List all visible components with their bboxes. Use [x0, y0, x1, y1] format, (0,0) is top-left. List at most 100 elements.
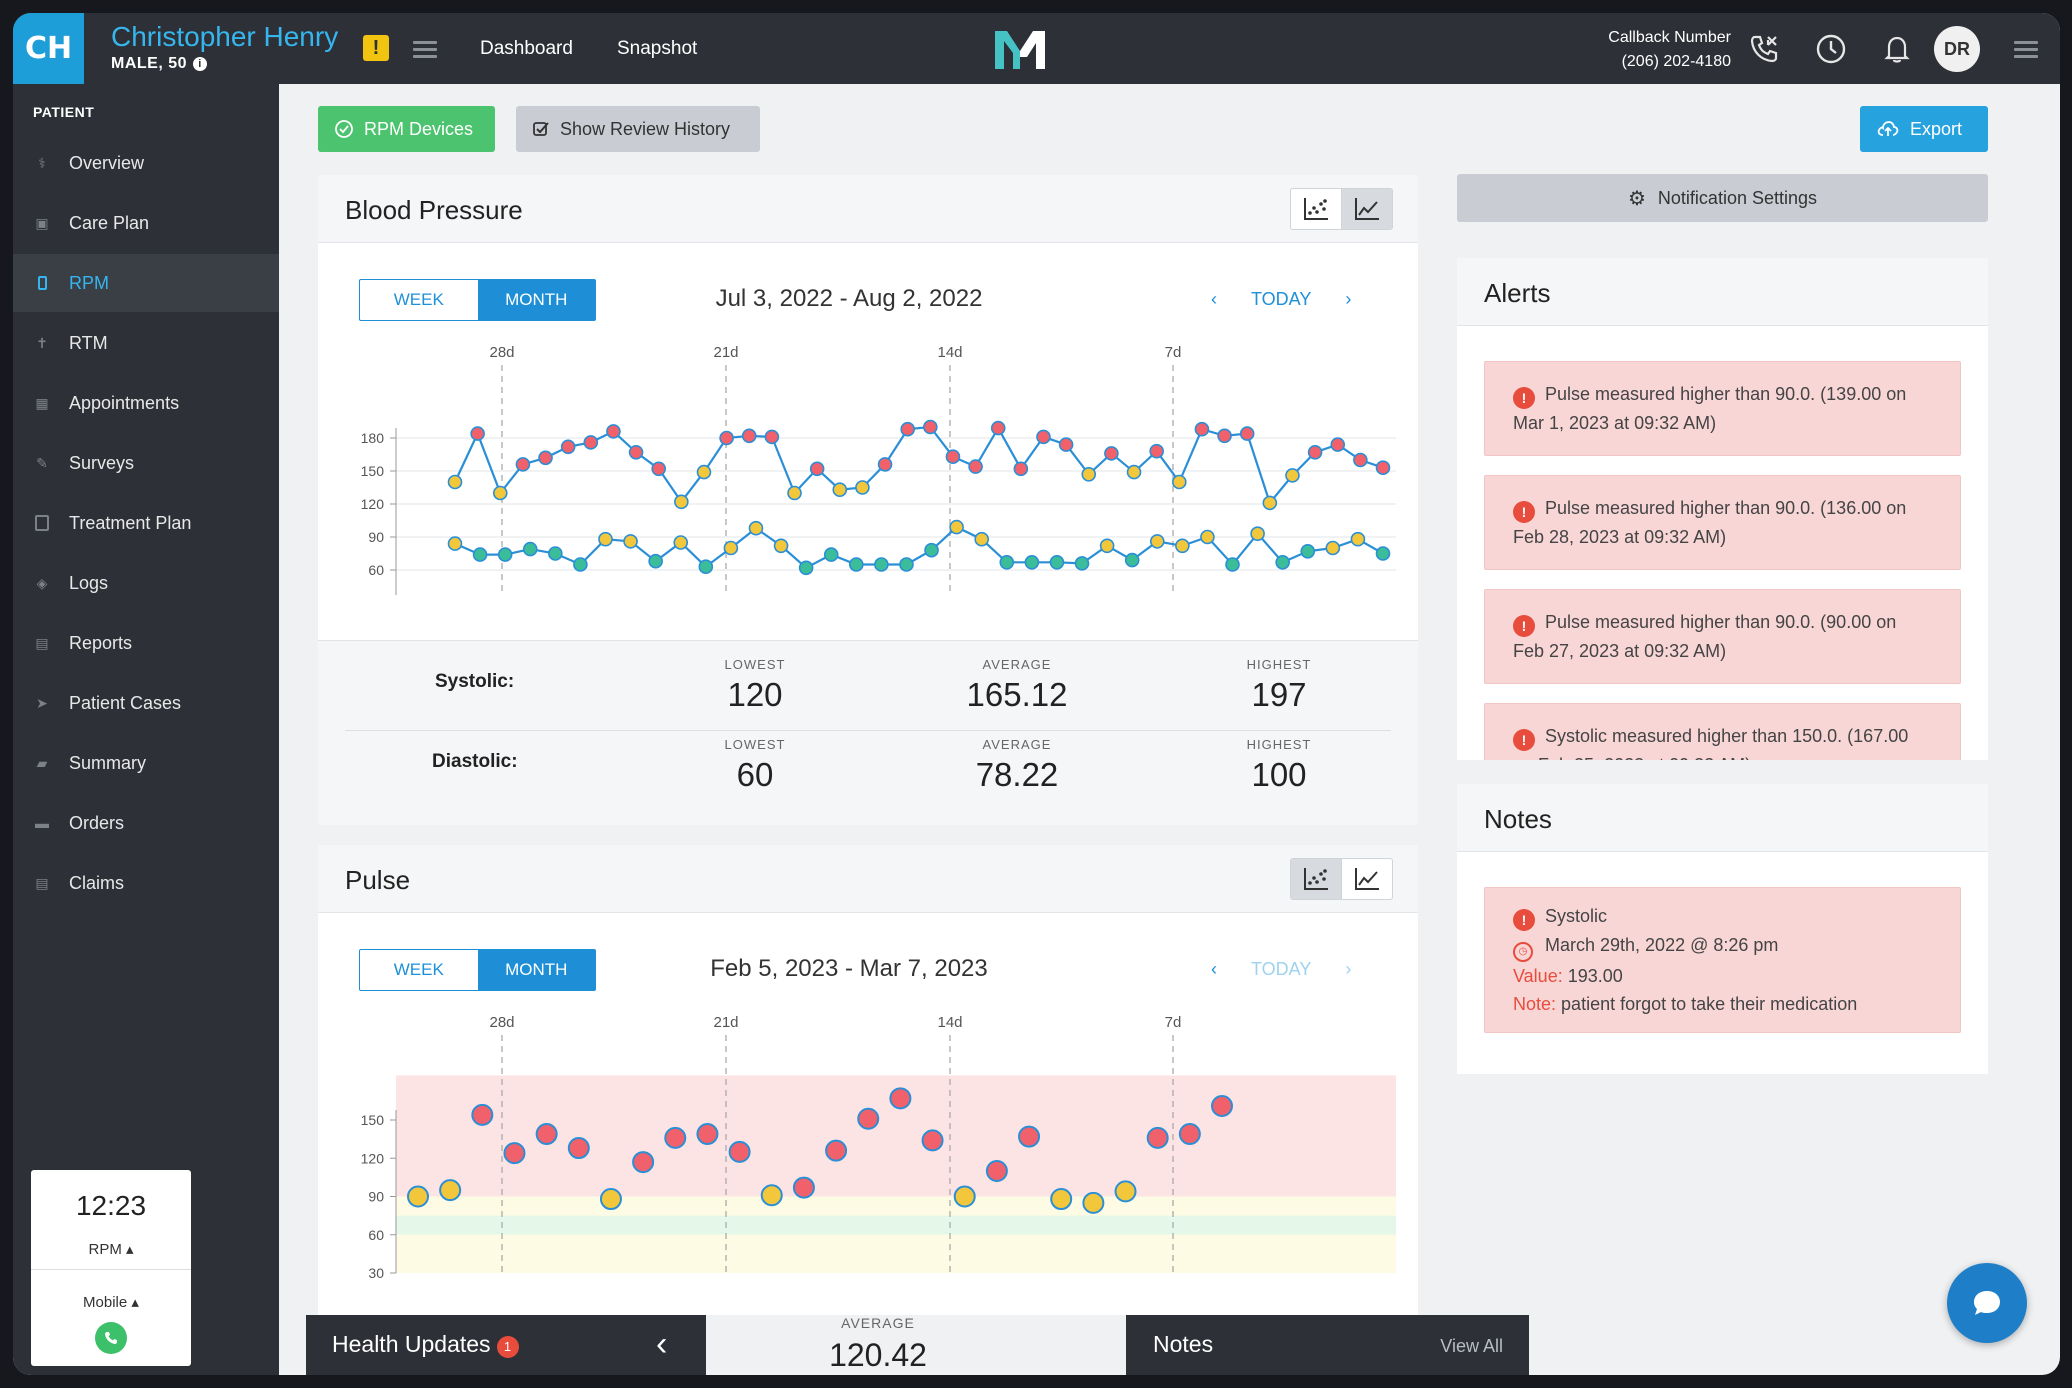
scatter-view-button[interactable] [1291, 189, 1341, 229]
stat-key: AVERAGE [982, 737, 1052, 752]
diastolic-point [1275, 555, 1290, 570]
bp-week-button[interactable]: WEEK [393, 290, 444, 309]
history-clock-icon[interactable] [1813, 31, 1849, 67]
menu-right-icon[interactable] [2014, 41, 2038, 59]
pulse-month-button[interactable]: MONTH [477, 950, 595, 990]
patient-avatar[interactable]: CH [13, 13, 84, 84]
bell-icon[interactable] [1879, 31, 1915, 67]
patient-name[interactable]: Christopher Henry [111, 21, 339, 52]
phone-callback-icon[interactable] [1746, 31, 1782, 67]
rpm-devices-label: RPM Devices [364, 118, 474, 139]
diastolic-point [1149, 534, 1165, 549]
diastolic-point [999, 555, 1015, 570]
sidebar-item-overview[interactable]: ⚕ Overview [13, 134, 279, 192]
menu-icon[interactable] [413, 41, 437, 59]
systolic-point [923, 419, 938, 435]
alert-icon: ! [1513, 729, 1535, 751]
sidebar-item-claims[interactable]: ▤ Claims [13, 854, 279, 912]
systolic-point [492, 485, 508, 501]
sidebar-item-care-plan[interactable]: ▣ Care Plan [13, 194, 279, 252]
nav-snapshot[interactable]: Snapshot [617, 38, 698, 59]
scatter-view-button[interactable] [1291, 859, 1341, 899]
stat-key: HIGHEST [1246, 737, 1312, 752]
flag-alert-icon[interactable]: ! [363, 35, 389, 61]
pulse-title: Pulse [345, 865, 411, 895]
pulse-point [1114, 1180, 1137, 1203]
systolic-point [741, 428, 757, 444]
call-button[interactable] [95, 1322, 127, 1354]
pulse-point [1050, 1188, 1073, 1211]
sidebar-item-logs[interactable]: ◈ Logs [13, 554, 279, 612]
sidebar-item-reports[interactable]: ▤ Reports [13, 614, 279, 672]
diastolic-point [1074, 556, 1090, 571]
diastolic-point [1225, 557, 1240, 572]
alerts-title: Alerts [1484, 278, 1551, 308]
y-tick-label: 120 [361, 496, 385, 512]
user-avatar[interactable]: DR [1934, 26, 1980, 72]
sidebar-item-label: Reports [69, 632, 133, 653]
alert-item[interactable]: ! Pulse measured higher than 90.0. (90.00… [1484, 589, 1961, 684]
sidebar-item-surveys[interactable]: ✎ Surveys [13, 434, 279, 492]
sidebar-item-patient-cases[interactable]: ➤ Patient Cases [13, 674, 279, 732]
chat-button[interactable] [1947, 1263, 2027, 1343]
bp-next-icon[interactable]: › [1345, 289, 1352, 309]
health-updates-count: 1 [496, 1335, 519, 1358]
stat-value: 78.22 [975, 756, 1059, 793]
systolic-point [447, 474, 463, 490]
collapse-chevron-icon[interactable]: ‹ [656, 1325, 668, 1363]
sidebar-item-label: Appointments [69, 392, 180, 413]
day-marker-label: 7d [1165, 344, 1182, 361]
health-updates-bar[interactable]: Health Updates 1 ‹ [306, 1315, 706, 1375]
sidebar-heading: PATIENT [33, 104, 95, 120]
walking-icon: ✝ [36, 334, 48, 351]
bp-today-button[interactable]: TODAY [1251, 289, 1312, 309]
sidebar-item-rpm[interactable]: RPM [13, 254, 279, 312]
diastolic-point [1099, 538, 1115, 554]
alert-item[interactable]: ! Systolic measured higher than 150.0. (1… [1484, 703, 1961, 760]
divider [345, 730, 1391, 731]
alert-item[interactable]: ! Pulse measured higher than 90.0. (139.0… [1484, 361, 1961, 456]
systolic-point [1262, 495, 1278, 511]
systolic-point [696, 464, 712, 480]
brand-logo-icon[interactable] [993, 27, 1047, 71]
systolic-point [1149, 443, 1164, 459]
sidebar-item-appointments[interactable]: ▦ Appointments [13, 374, 279, 432]
alert-item[interactable]: ! Pulse measured higher than 90.0. (136.0… [1484, 475, 1961, 570]
sidebar-item-orders[interactable]: ▬ Orders [13, 794, 279, 852]
sidebar-item-summary[interactable]: ▰ Summary [13, 734, 279, 792]
view-all-link[interactable]: View All [1440, 1336, 1503, 1356]
line-view-button[interactable] [1341, 189, 1392, 229]
bp-prev-icon[interactable]: ‹ [1211, 289, 1217, 309]
notes-bar[interactable]: Notes View All [1126, 1315, 1529, 1375]
note-item[interactable]: ! Systolic ◷ March 29th, 2022 @ 8:26 pm Va… [1484, 887, 1961, 1033]
rpm-devices-button[interactable]: RPM Devices [318, 106, 495, 152]
nav-dashboard[interactable]: Dashboard [480, 38, 573, 59]
diastolic-point [698, 559, 714, 574]
alert-text: Systolic measured higher than 150.0. (16… [1513, 726, 1909, 760]
alert-text: Pulse measured higher than 90.0. (139.00… [1513, 384, 1907, 433]
export-button[interactable]: Export [1860, 106, 1988, 152]
review-history-button[interactable]: Show Review History [516, 106, 760, 152]
bp-month-button[interactable]: MONTH [477, 280, 595, 320]
pulse-week-button[interactable]: WEEK [393, 960, 444, 979]
timer-mode-select[interactable]: RPM ▴ [88, 1241, 134, 1258]
pulse-date-range: Feb 5, 2023 - Mar 7, 2023 [710, 955, 988, 982]
notification-settings-button[interactable]: ⚙ Notification Settings [1457, 174, 1988, 222]
sidebar-item-label: Surveys [69, 452, 135, 473]
pulse-prev-icon[interactable]: ‹ [1211, 959, 1217, 979]
pulse-today-button[interactable]: TODAY [1251, 959, 1312, 979]
sidebar-item-rtm[interactable]: ✝ RTM [13, 314, 279, 372]
sidebar-item-treatment-plan[interactable]: Treatment Plan [13, 494, 279, 552]
stat-key: LOWEST [724, 737, 786, 752]
diastolic-point [773, 538, 789, 554]
pulse-next-icon[interactable]: › [1345, 959, 1352, 979]
systolic-point [628, 445, 644, 460]
info-icon[interactable]: i [193, 57, 208, 71]
line-view-button[interactable] [1341, 859, 1392, 899]
diastolic-point [748, 520, 764, 536]
diastolic-point [723, 540, 739, 556]
device-select[interactable]: Mobile ▴ [83, 1294, 139, 1311]
diastolic-point [848, 557, 864, 572]
pulse-point [439, 1179, 462, 1202]
pulse-point [1082, 1191, 1105, 1214]
